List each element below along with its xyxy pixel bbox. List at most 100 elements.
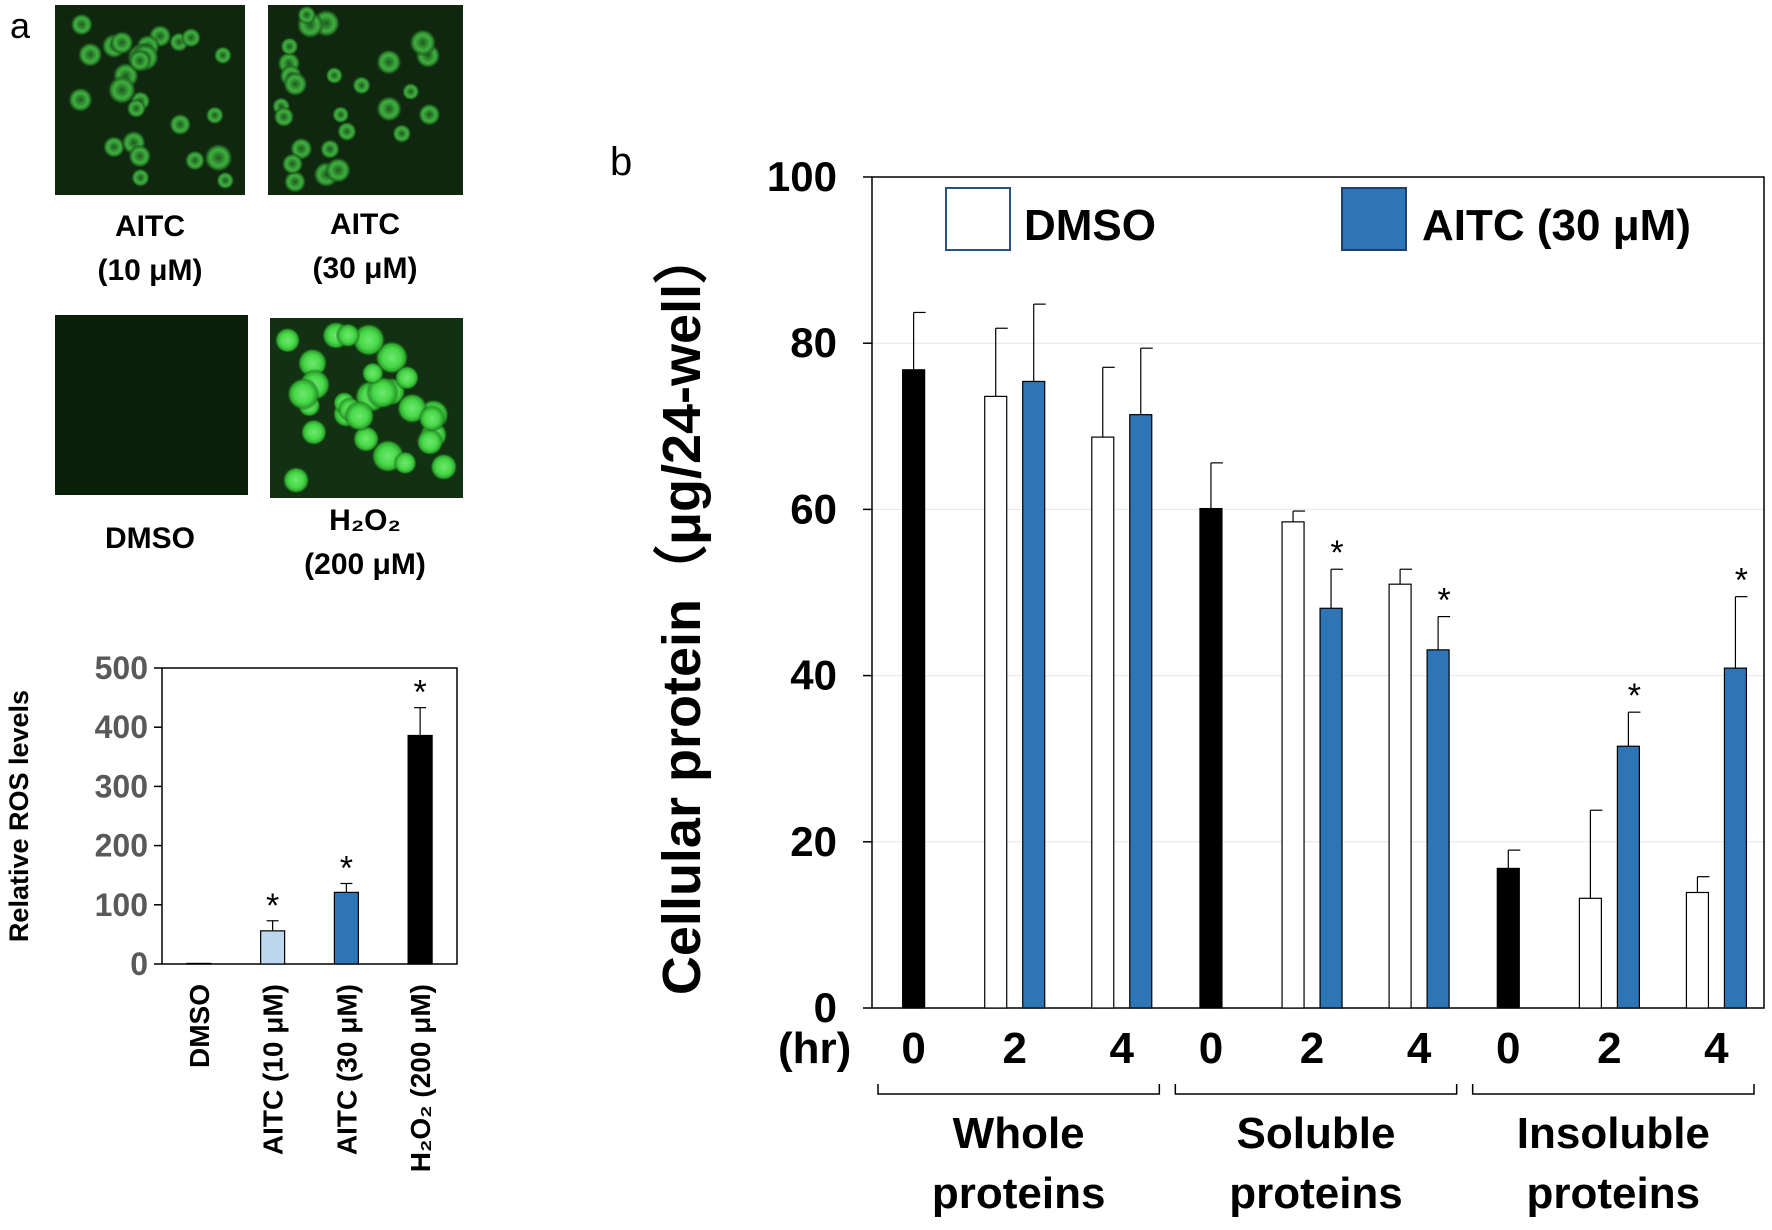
cell-spot [391, 123, 412, 144]
micrograph-tile: AITC (30 μM) [268, 5, 463, 285]
cell-spot [184, 149, 206, 172]
ros-bar-chart: 0 100 200 300 400 500 Relative ROS levels DMSO *… [4, 650, 458, 1172]
cell-spot [216, 171, 235, 190]
legend-label-aitc: AITC (30 μM) [1422, 201, 1691, 250]
cell-spot [331, 105, 350, 124]
cell-spot [130, 168, 151, 188]
bar [1091, 436, 1115, 1009]
y-tick-label: 500 [95, 650, 148, 686]
y-tick-label: 40 [790, 652, 837, 699]
cell-spot [213, 45, 233, 65]
significance-marker: * [1437, 582, 1450, 620]
bar [902, 369, 926, 1009]
cell-spot [67, 86, 94, 113]
timepoint-label: 0 [901, 1024, 925, 1073]
micrograph-concentration: (30 μM) [312, 252, 417, 285]
cell-spot [430, 453, 458, 481]
micrograph-concentration: (10 μM) [97, 254, 202, 287]
micrograph-concentration: (200 μM) [304, 548, 426, 581]
cell-spot [282, 71, 309, 97]
legend-swatch-aitc [1341, 187, 1407, 251]
cell-spot [394, 365, 420, 391]
group-label-line2: proteins [932, 1169, 1106, 1218]
cell-spot [203, 143, 234, 173]
legend: DMSO AITC (30 μM) [945, 187, 1691, 251]
cell-spot [417, 102, 442, 127]
bar [260, 930, 286, 965]
y-tick-label: 0 [814, 984, 837, 1031]
cell-spot [180, 27, 202, 49]
cell-spot [393, 451, 418, 475]
bar [1022, 380, 1046, 1009]
bar [1685, 891, 1710, 1009]
cell-spot [361, 362, 384, 385]
significance-marker: * [414, 674, 427, 712]
cell-spot [408, 28, 437, 57]
cell-spot [336, 121, 358, 142]
cell-spot [416, 428, 444, 456]
cell-spot [335, 323, 361, 348]
legend-label-dmso: DMSO [1024, 201, 1156, 250]
cell-spot [109, 30, 135, 55]
y-tick-label: 60 [790, 485, 837, 532]
cell-spot [127, 144, 152, 169]
y-axis-title: Relative ROS levels [4, 690, 34, 942]
cell-spot [366, 376, 399, 409]
cell-spot [352, 425, 380, 453]
bar [1281, 521, 1305, 1009]
bar [1388, 583, 1412, 1009]
timepoint-label: 0 [1496, 1024, 1520, 1073]
bar [1616, 745, 1640, 1009]
cell-spot [168, 113, 192, 136]
cell-spot [107, 75, 137, 105]
bar [1578, 897, 1602, 1009]
panel-label-a: a [10, 5, 31, 46]
cell-spot [281, 152, 304, 176]
group-bracket [1174, 1084, 1458, 1095]
significance-marker: * [1735, 562, 1748, 600]
cell-spot [283, 170, 307, 194]
plot-frame [161, 667, 458, 965]
y-tick-label: 400 [95, 709, 148, 745]
panel-label-b: b [610, 140, 632, 184]
legend-swatch-dmso [945, 187, 1011, 251]
category-label: AITC (30 μM) [331, 984, 362, 1155]
group-label: Whole [953, 1109, 1085, 1158]
bar [1199, 507, 1223, 1009]
bar [984, 395, 1008, 1009]
x-unit-label: (hr) [778, 1024, 851, 1073]
significance-marker: * [1330, 534, 1343, 572]
cell-spot [319, 138, 341, 160]
group-bracket [1471, 1084, 1755, 1095]
cell-spot [352, 323, 386, 357]
cell-spot [280, 36, 299, 56]
y-tick-label: 0 [130, 946, 148, 982]
micrograph-tile: AITC (10 μM) [55, 5, 245, 287]
y-tick-label: 200 [95, 828, 148, 864]
y-tick-label: 100 [767, 153, 837, 200]
y-tick-label: 300 [95, 768, 148, 804]
micrograph-image [55, 315, 248, 495]
group-label-line2: proteins [1229, 1169, 1403, 1218]
y-tick-label: 80 [790, 319, 837, 366]
bar [407, 734, 433, 965]
timepoint-label: 4 [1704, 1024, 1729, 1073]
category-label: AITC (10 μM) [258, 984, 289, 1155]
cell-spot [374, 340, 409, 375]
cell-spot [375, 95, 403, 123]
timepoint-label: 2 [1597, 1024, 1621, 1073]
category-label: DMSO [184, 984, 215, 1068]
cell-spot [296, 5, 317, 25]
significance-marker: * [1628, 677, 1641, 715]
y-axis-title: Cellular protein（μg/24-well） [652, 230, 712, 995]
cell-spot [351, 75, 372, 96]
cell-spot [286, 377, 320, 411]
plot-frame [871, 176, 1765, 1009]
cell-spot [77, 41, 104, 68]
y-tick-label: 100 [95, 887, 148, 923]
cell-spot [274, 327, 301, 354]
bar [1723, 667, 1748, 1009]
timepoint-label: 4 [1110, 1024, 1135, 1073]
group-label-line2: proteins [1527, 1169, 1701, 1218]
cell-spot [324, 156, 352, 184]
